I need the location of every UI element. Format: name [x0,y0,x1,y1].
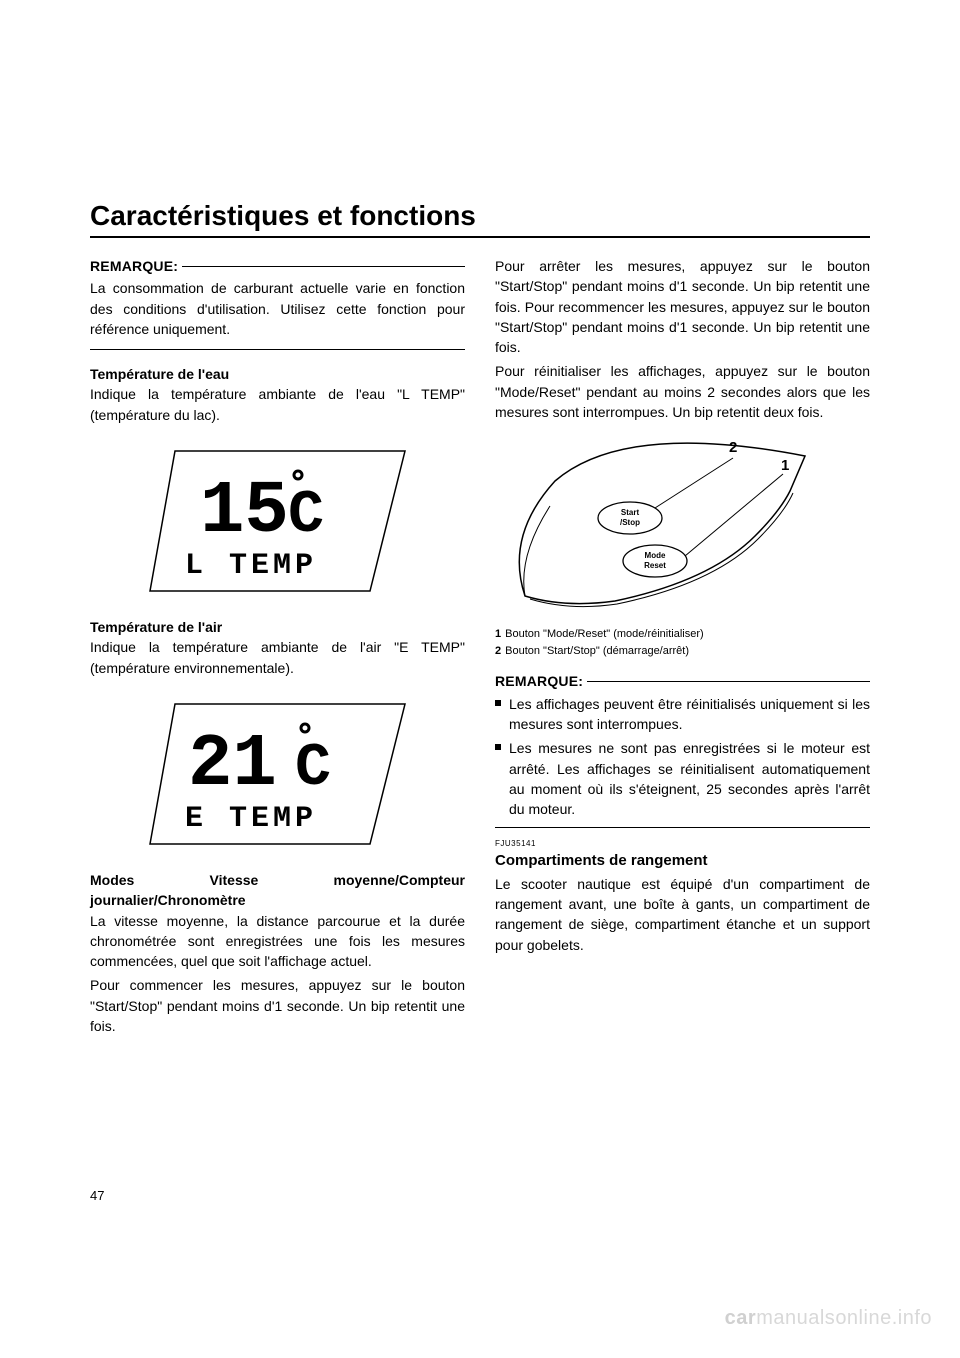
section-body: Le scooter nautique est équipé d'un comp… [495,874,870,955]
air-temp-body: Indique la température ambiante de l'air… [90,637,465,678]
btn-mode-label-2: Reset [644,561,666,570]
callout-1: 1 [781,457,789,474]
watermark-mid: manuals [756,1307,835,1329]
page-title: Caractéristiques et fonctions [90,200,870,232]
caption-text-2: Bouton "Start/Stop" (démarrage/arrêt) [505,645,689,657]
remarque-rule [182,266,465,267]
page: Caractéristiques et fonctions REMARQUE: … [0,0,960,1358]
diagram-caption-2: 2 Bouton "Start/Stop" (démarrage/arrêt) [495,643,870,660]
bullet-1: Les affichages peuvent être réinitialisé… [495,694,870,735]
section-title: Compartiments de rangement [495,850,870,872]
callout-2: 2 [729,439,737,456]
btn-start-label-2: /Stop [620,518,640,527]
lcd-air-temp: 21 C E TEMP [140,694,415,854]
water-temp-heading: Température de l'eau [90,364,465,384]
air-temp-heading: Température de l'air [90,617,465,637]
lcd-water-label: L TEMP [185,549,317,583]
caption-num-2: 2 [495,645,501,657]
button-diagram: Start /Stop Mode Reset 2 1 [495,436,835,616]
watermark: carmanualsonline.info [725,1307,932,1330]
content-columns: REMARQUE: La consommation de carburant a… [90,256,870,1036]
diagram-caption-1: 1 Bouton "Mode/Reset" (mode/réinitialiser… [495,626,870,643]
modes-body-1: La vitesse moyenne, la distance parcouru… [90,911,465,972]
reset-instructions: Pour réinitialiser les affichages, appuy… [495,361,870,422]
lcd-air-value: 21 [188,723,277,807]
remarque-label: REMARQUE: [90,256,178,276]
remarque-rule-right [587,681,870,682]
title-rule [90,236,870,238]
left-column: REMARQUE: La consommation de carburant a… [90,256,465,1036]
water-temp-body: Indique la température ambiante de l'eau… [90,384,465,425]
remarque-bullets: Les affichages peuvent être réinitialisé… [495,694,870,820]
bullet-2: Les mesures ne sont pas enregistrées si … [495,738,870,819]
lcd-water-value: 15 [200,470,289,554]
modes-body-2: Pour commencer les mesures, appuyez sur … [90,975,465,1036]
watermark-suffix: online.info [835,1307,932,1329]
section-code: FJU35141 [495,838,870,850]
lcd-water-unit: C [288,482,324,550]
divider-right [495,827,870,828]
page-number: 47 [90,1188,104,1203]
caption-num-1: 1 [495,628,501,640]
stop-instructions: Pour arrêter les mesures, appuyez sur le… [495,256,870,357]
remarque-label-right: REMARQUE: [495,671,583,691]
btn-mode-label-1: Mode [645,551,666,560]
lcd-air-label: E TEMP [185,802,317,836]
divider [90,349,465,350]
lcd-air-unit: C [295,735,331,803]
caption-text-1: Bouton "Mode/Reset" (mode/réinitialiser) [505,628,704,640]
remarque-heading-left: REMARQUE: [90,256,465,276]
modes-heading: Modes Vitesse moyenne/Compteur journalie… [90,870,465,911]
lcd-water-temp: 15 C L TEMP [140,441,415,601]
watermark-brand: car [725,1307,757,1329]
right-column: Pour arrêter les mesures, appuyez sur le… [495,256,870,1036]
btn-start-label-1: Start [621,508,640,517]
remarque-heading-right: REMARQUE: [495,671,870,691]
remarque-body: La consommation de carburant actuelle va… [90,278,465,339]
